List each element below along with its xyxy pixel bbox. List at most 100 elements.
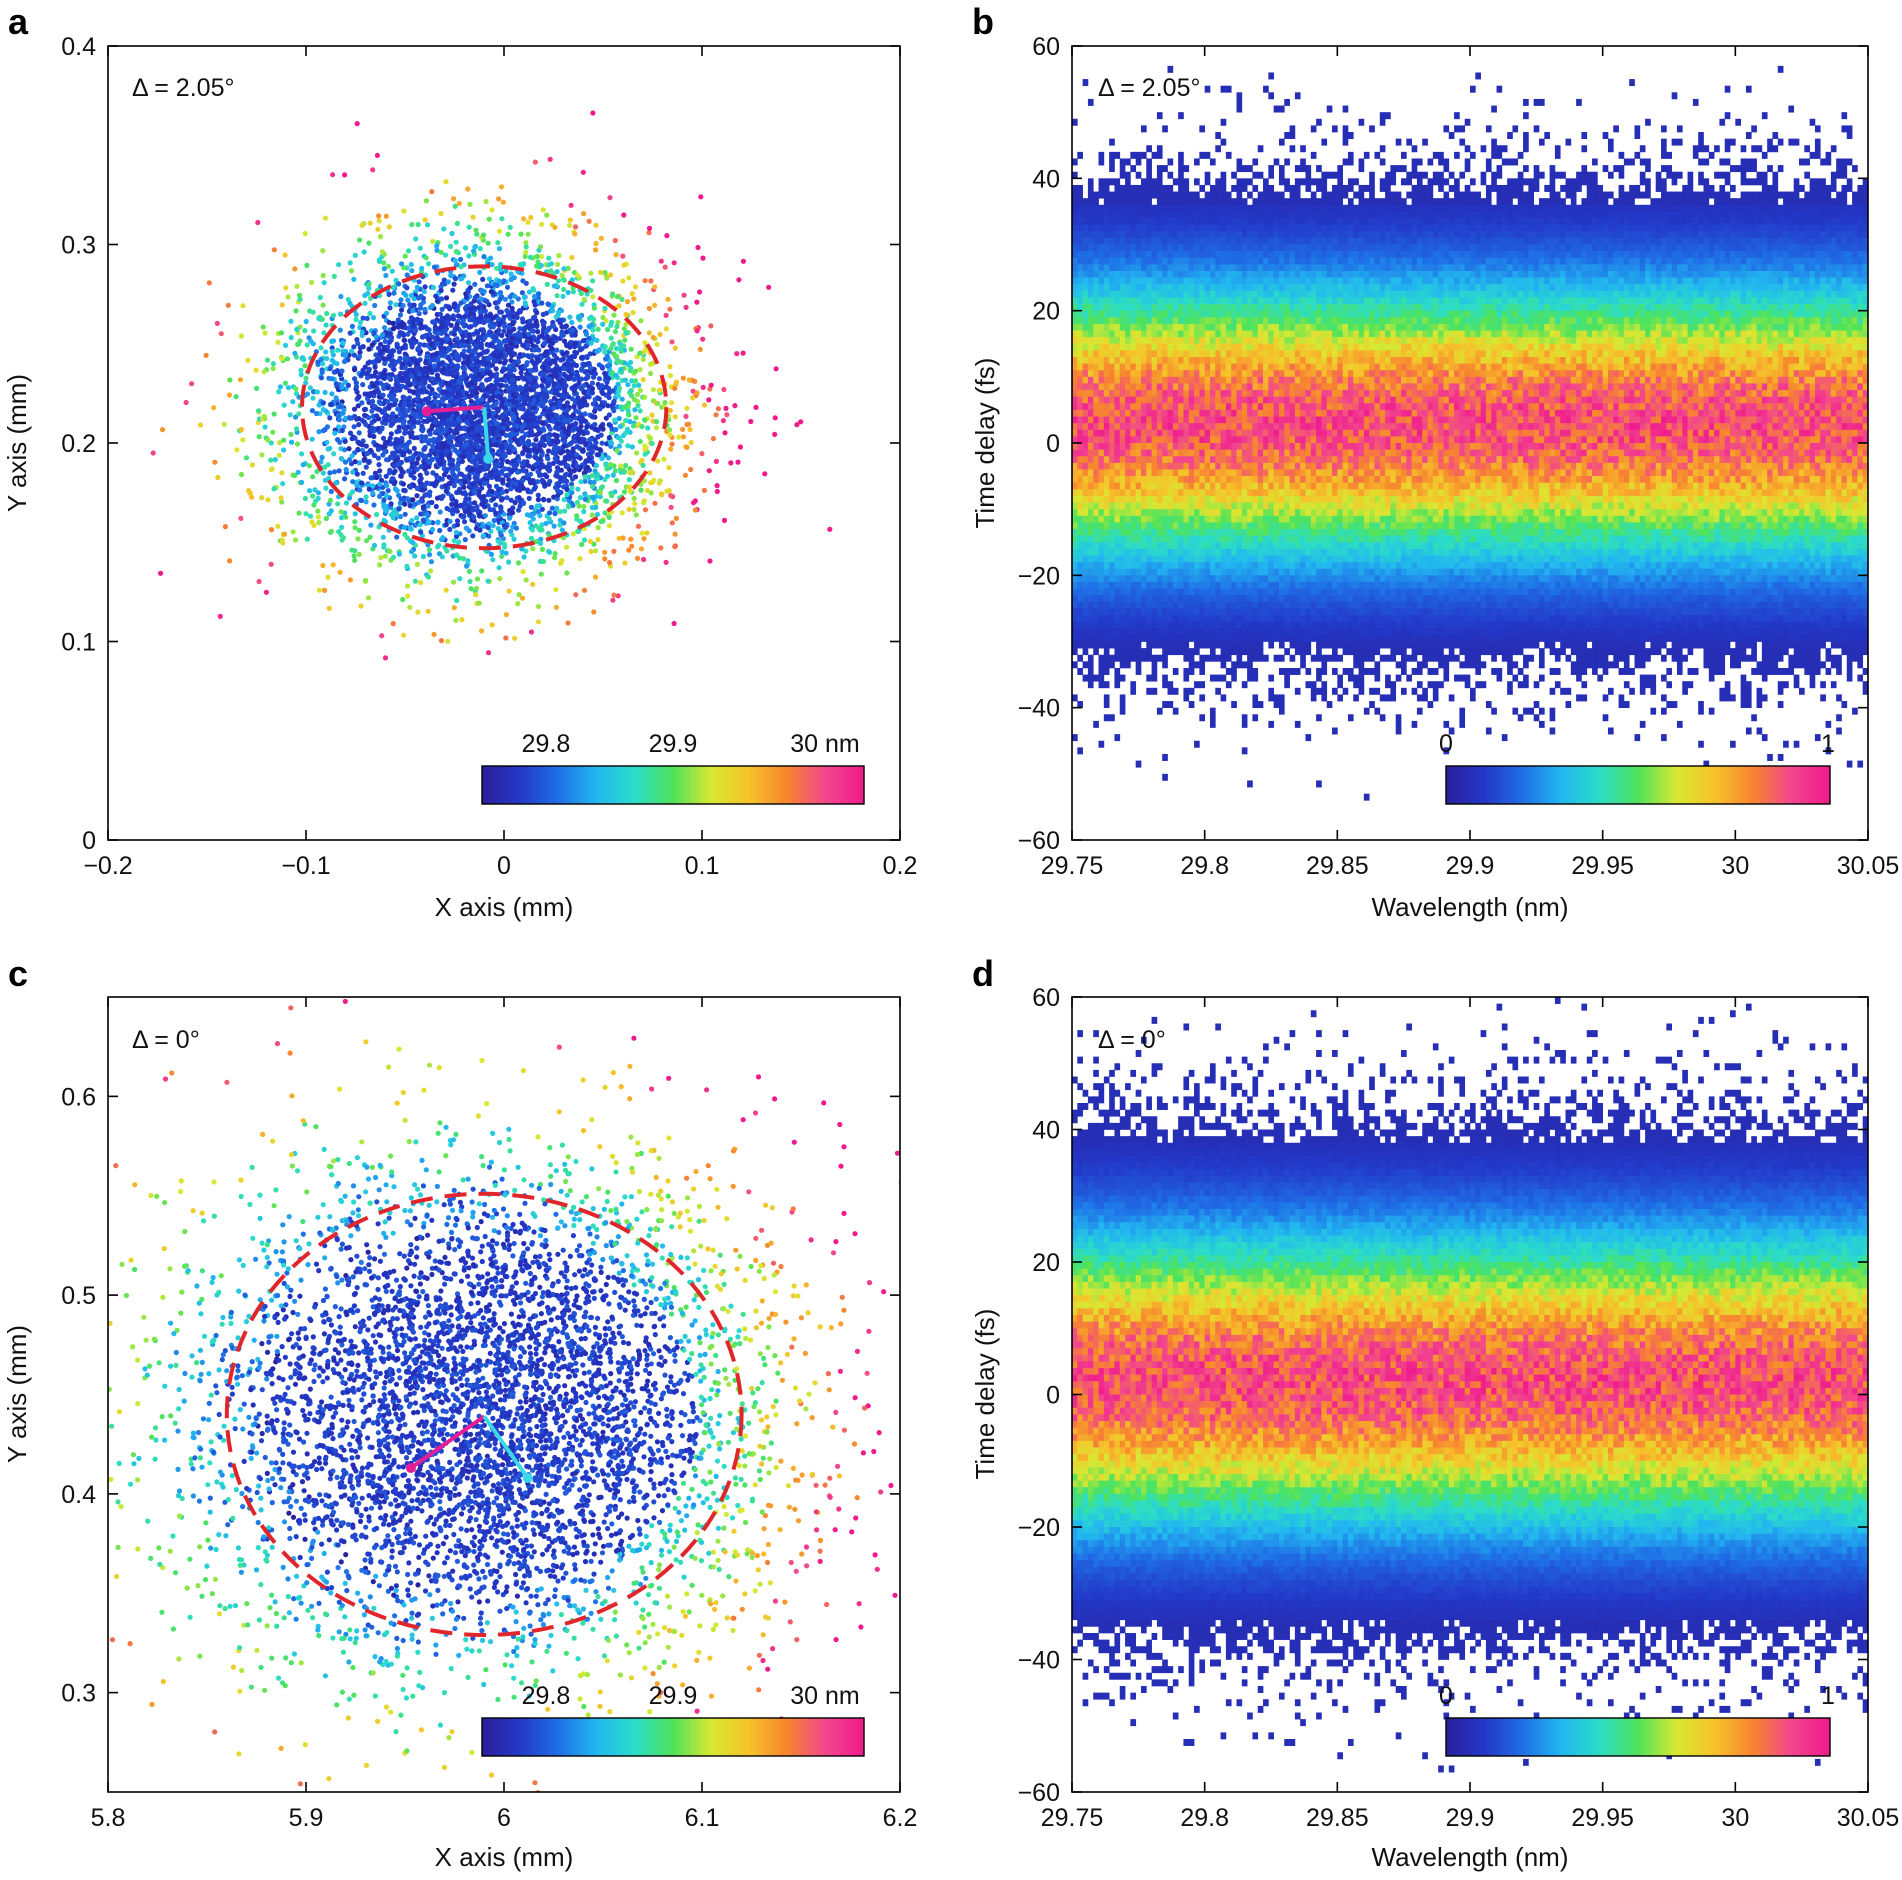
scatter-point [418,325,424,331]
scatter-point [362,456,368,462]
scatter-point [439,306,445,312]
scatter-point [576,380,582,386]
scatter-point [627,484,633,490]
scatter-point [611,592,617,598]
scatter-point [368,447,374,453]
scatter-point [521,468,527,474]
scatter-point [520,262,526,268]
scatter-point [477,459,483,465]
scatter-point [499,377,505,383]
scatter-point [282,380,288,386]
scatter-point [402,365,408,371]
scatter-point [370,483,376,489]
scatter-point [430,376,436,382]
scatter-point [509,427,515,433]
scatter-point [376,390,382,396]
scatter-point [368,522,374,528]
scatter-point [618,463,624,469]
scatter-point [577,427,583,433]
scatter-point [283,342,289,348]
scatter-point [296,394,302,400]
scatter-point [577,556,583,562]
scatter-point [509,299,515,305]
scatter-point [453,249,459,255]
scatter-point [632,407,638,413]
scatter-point [405,331,411,337]
scatter-point [343,351,349,357]
scatter-point [618,366,624,372]
scatter-point [515,454,521,460]
scatter-point [418,398,424,404]
scatter-point [561,266,567,272]
scatter-point [554,465,561,471]
scatter-point [392,468,398,474]
scatter-point [307,385,313,391]
scatter-point [464,359,470,366]
scatter-point [351,276,357,282]
scatter-point [372,302,378,309]
scatter-point [255,219,261,226]
scatter-point [547,549,553,555]
scatter-point [404,272,410,278]
scatter-point [481,232,487,238]
scatter-point [539,383,545,389]
scatter-point [646,230,652,236]
scatter-point [298,372,304,378]
scatter-point [611,398,617,405]
scatter-point [572,341,578,347]
scatter-point [490,410,497,416]
scatter-point [347,415,353,421]
scatter-point [311,522,317,529]
scatter-point [479,397,485,403]
scatter-point [502,296,508,302]
scatter-point [389,389,395,395]
scatter-point [556,483,562,489]
scatter-point [522,422,528,428]
scatter-point [593,247,599,253]
scatter-point [458,471,465,477]
scatter-point [476,452,482,458]
scatter-point [256,434,262,440]
scatter-point [424,354,430,360]
scatter-point [438,430,444,436]
scatter-point [472,281,478,287]
scatter-point [369,342,375,348]
scatter-point [569,319,575,326]
scatter-point [309,279,315,285]
scatter-point [360,382,366,388]
scatter-point [405,593,411,599]
scatter-point [632,284,639,290]
scatter-point [390,554,397,560]
scatter-point [626,275,632,281]
scatter-point [484,283,490,289]
scatter-point [426,261,432,267]
scatter-point [707,558,713,564]
scatter-point [319,316,325,322]
scatter-point [623,321,629,327]
scatter-point [520,449,526,456]
scatter-point [399,324,406,330]
scatter-point [352,252,358,258]
scatter-point [547,376,553,382]
scatter-point [515,560,522,566]
scatter-point [568,202,574,208]
scatter-point [457,489,463,495]
scatter-point [561,277,567,283]
scatter-point [460,436,466,442]
scatter-point [444,313,451,319]
scatter-point [495,316,502,322]
scatter-point [351,553,357,559]
scatter-point [577,404,583,410]
scatter-point [340,340,346,346]
scatter-point [343,466,349,473]
scatter-point [647,435,654,441]
scatter-point [629,444,635,450]
scatter-point [410,324,416,330]
scatter-point [485,240,491,246]
scatter-point [150,450,156,456]
scatter-point [680,426,686,432]
scatter-point [613,477,620,484]
scatter-point [409,464,415,470]
scatter-point [369,373,375,379]
scatter-point [523,431,529,437]
